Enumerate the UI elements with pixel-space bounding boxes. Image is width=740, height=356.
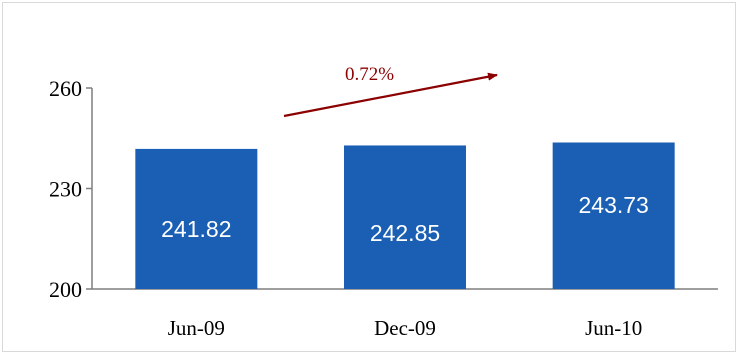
data-labels: 241.82 242.85 243.73	[161, 192, 649, 246]
data-label: 243.73	[578, 192, 648, 218]
y-tick-label: 230	[49, 177, 82, 202]
growth-annotation: 0.72%	[283, 64, 498, 118]
growth-arrow	[283, 72, 498, 118]
bar	[344, 145, 466, 289]
bar	[552, 142, 675, 289]
x-tick-label: Jun-09	[168, 316, 225, 340]
data-label: 241.82	[161, 216, 231, 242]
growth-label: 0.72%	[345, 64, 394, 85]
x-tick-label: Jun-10	[585, 316, 642, 340]
y-tick-label: 200	[49, 277, 82, 302]
bars	[135, 142, 675, 289]
bar	[135, 148, 258, 289]
y-tick-label: 260	[49, 76, 82, 101]
x-tick-label: Dec-09	[374, 316, 436, 340]
data-label: 242.85	[370, 220, 440, 246]
